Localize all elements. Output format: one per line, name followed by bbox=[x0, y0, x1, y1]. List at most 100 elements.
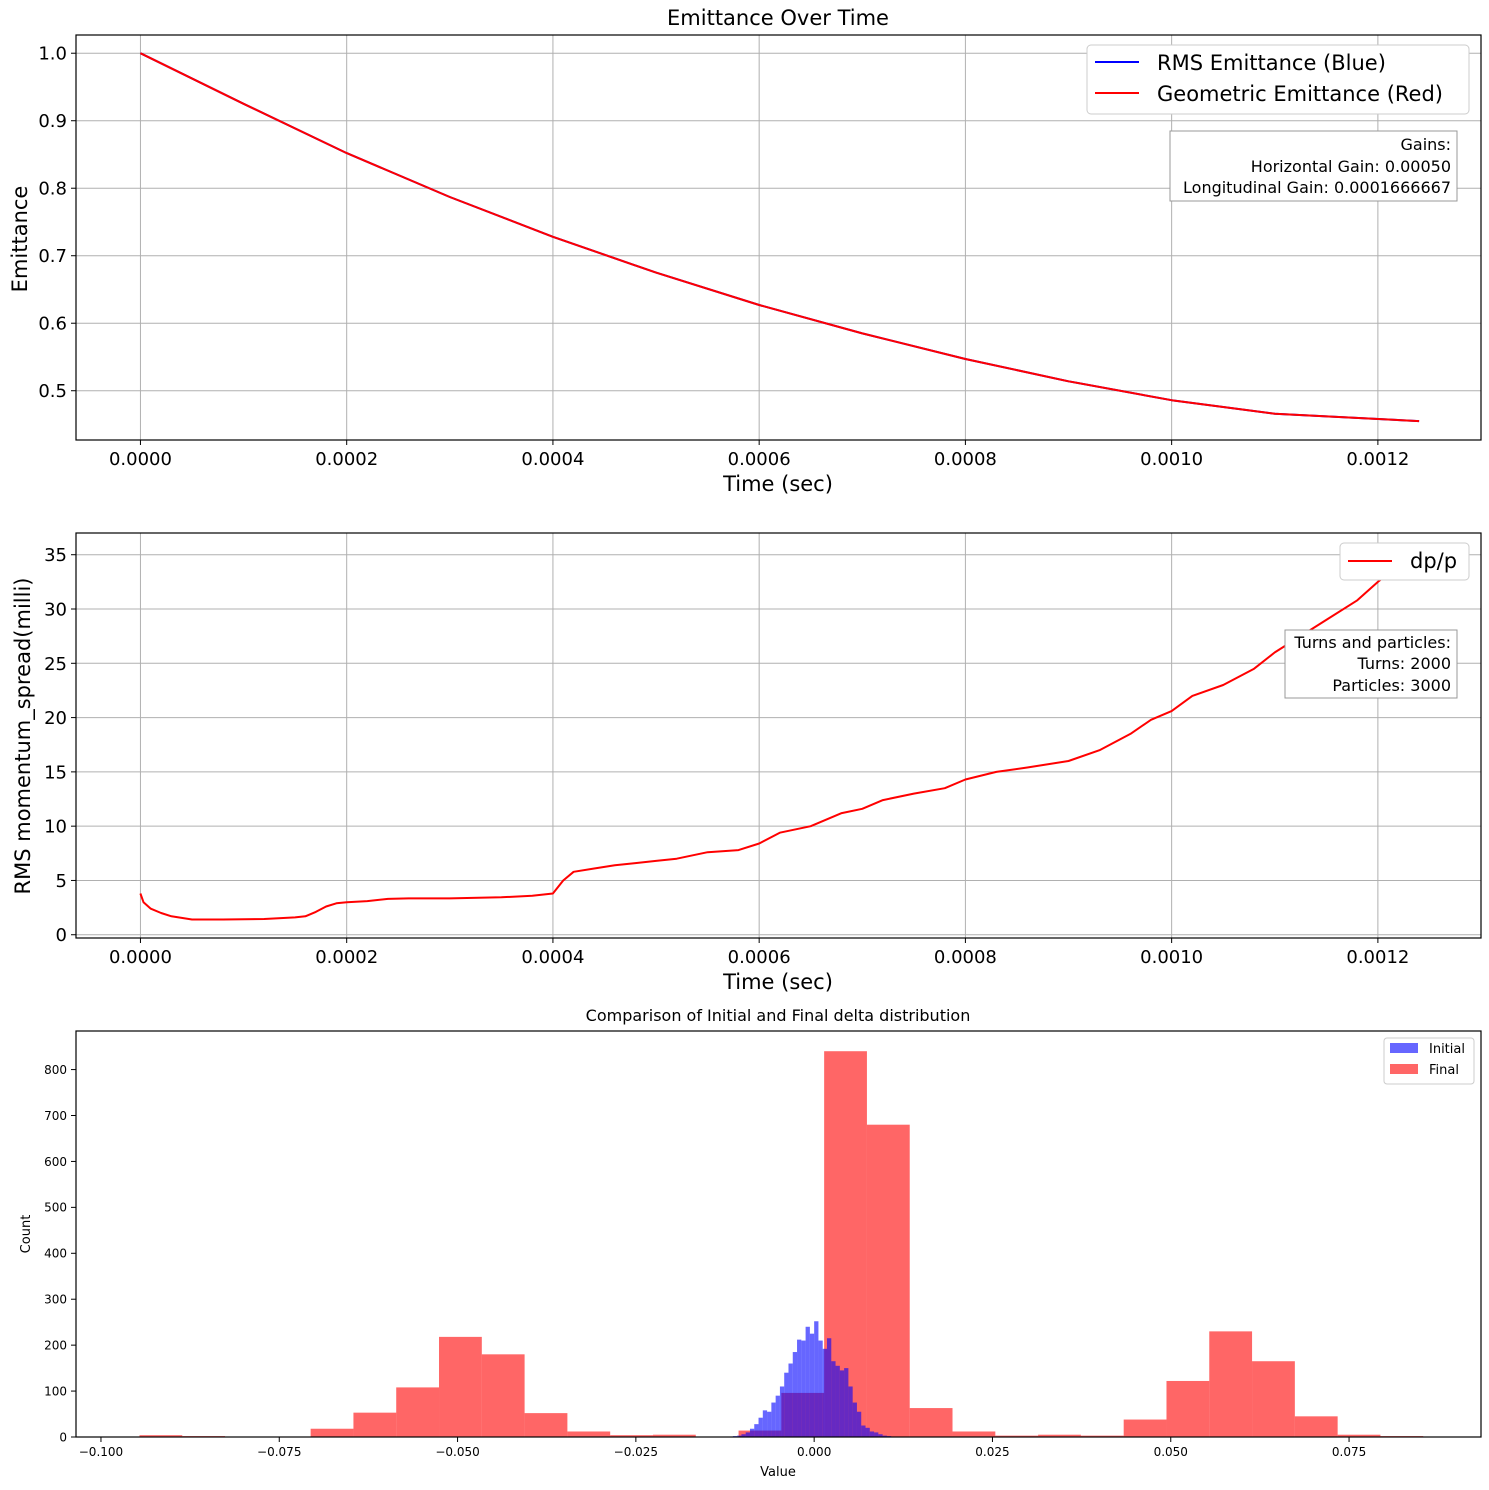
legend-label-geometric: Geometric Emittance (Red) bbox=[1157, 82, 1443, 106]
y-tick-label: 30 bbox=[44, 599, 67, 620]
histogram-bar-initial bbox=[741, 1434, 746, 1437]
series-line-dp-p bbox=[139, 551, 1420, 921]
y-tick-label: 0.8 bbox=[38, 179, 67, 200]
histogram-bar-initial bbox=[758, 1417, 763, 1437]
annotation-line-1: Gains: bbox=[1400, 135, 1451, 154]
x-tick-label: 0.0002 bbox=[315, 449, 378, 470]
y-tick-label: 5 bbox=[56, 871, 67, 892]
histogram-bar-initial bbox=[856, 1411, 862, 1437]
annotation-line-2: Turns: 2000 bbox=[1357, 654, 1451, 673]
x-tick-labels: 0.0000 0.0002 0.0004 0.0006 0.0008 0.0010 0.00… bbox=[109, 440, 1409, 470]
emittance-chart: Emittance Over Time 0.0000 0.0002 0.0004 0.… bbox=[8, 6, 1482, 496]
histogram-bar-initial bbox=[839, 1370, 845, 1437]
x-tick-label: −0.075 bbox=[257, 1445, 301, 1459]
x-tick-label: 0.000 bbox=[797, 1445, 831, 1459]
x-tick-label: 0.0000 bbox=[109, 449, 172, 470]
histogram-bar-final bbox=[396, 1387, 440, 1437]
x-tick-label: 0.0010 bbox=[1140, 449, 1203, 470]
histogram-bar-initial bbox=[801, 1340, 806, 1437]
histogram-bar-initial bbox=[826, 1338, 832, 1437]
x-tick-label: 0.0012 bbox=[1346, 449, 1409, 470]
x-tick-label: 0.0002 bbox=[315, 947, 378, 968]
legend: RMS Emittance (Blue) Geometric Emittance… bbox=[1086, 44, 1470, 115]
chart-title: Emittance Over Time bbox=[667, 6, 889, 30]
x-tick-label: 0.0000 bbox=[109, 947, 172, 968]
y-tick-label: 700 bbox=[44, 1109, 67, 1123]
gains-annotation: Gains: Horizontal Gain: 0.00050 Longitud… bbox=[1169, 130, 1458, 202]
y-tick-label: 500 bbox=[44, 1201, 67, 1215]
y-tick-label: 0.5 bbox=[38, 381, 67, 402]
histogram-bar-initial bbox=[767, 1411, 772, 1437]
histogram-bar-initial bbox=[852, 1402, 857, 1437]
annotation-line-3: Longitudinal Gain: 0.0001666667 bbox=[1183, 178, 1451, 197]
histogram-bar-initial bbox=[878, 1434, 883, 1437]
x-tick-label: 0.0004 bbox=[521, 449, 584, 470]
histogram-bar-final bbox=[139, 1435, 183, 1437]
y-tick-label: 400 bbox=[44, 1247, 67, 1261]
histogram-bar-initial bbox=[831, 1361, 836, 1437]
x-tick-label: 0.0010 bbox=[1140, 947, 1203, 968]
x-tick-label: 0.050 bbox=[1154, 1445, 1188, 1459]
annotation-box bbox=[1284, 629, 1458, 699]
y-tick-label: 1.0 bbox=[38, 44, 67, 65]
x-tick-label: −0.050 bbox=[435, 1445, 479, 1459]
histogram-bar-final bbox=[652, 1434, 696, 1437]
plot-frame bbox=[75, 532, 1482, 939]
delta-distribution-histogram: Comparison of Initial and Final delta di… bbox=[19, 1006, 1482, 1480]
y-tick-label: 0 bbox=[59, 1430, 67, 1444]
histogram-bar-final bbox=[524, 1413, 568, 1437]
x-axis-label: Value bbox=[760, 1465, 796, 1480]
y-tick-labels: 0 5 10 15 20 25 30 35 bbox=[44, 545, 76, 946]
y-tick-labels: 0.5 0.6 0.7 0.8 0.9 1.0 bbox=[38, 44, 76, 402]
x-tick-label: 0.0012 bbox=[1346, 947, 1409, 968]
chart-title: Comparison of Initial and Final delta di… bbox=[586, 1006, 971, 1025]
annotation-line-3: Particles: 3000 bbox=[1332, 676, 1451, 695]
series-line-geometric-emittance-red bbox=[139, 52, 1420, 423]
y-tick-label: 600 bbox=[44, 1155, 67, 1169]
histogram-bar-initial bbox=[822, 1348, 827, 1437]
histogram-bar-initial bbox=[882, 1435, 887, 1437]
histogram-bars bbox=[139, 1051, 1467, 1437]
grid-lines bbox=[76, 533, 1481, 938]
histogram-bar-initial bbox=[835, 1365, 840, 1437]
x-tick-labels: 0.0000 0.0002 0.0004 0.0006 0.0008 0.0010 0.00… bbox=[109, 938, 1409, 968]
histogram-bar-final bbox=[1209, 1331, 1253, 1437]
y-axis-label: RMS momentum_spread(milli) bbox=[11, 578, 36, 895]
histogram-bar-initial bbox=[775, 1395, 780, 1437]
histogram-bar-final bbox=[1294, 1416, 1338, 1437]
histogram-bar-final bbox=[866, 1124, 910, 1437]
histogram-bar-final bbox=[610, 1435, 653, 1437]
legend-label-final: Final bbox=[1429, 1063, 1459, 1078]
histogram-bar-initial bbox=[745, 1432, 750, 1437]
x-axis-label: Time (sec) bbox=[722, 970, 833, 994]
histogram-bar-final bbox=[909, 1408, 953, 1437]
histogram-bar-initial bbox=[737, 1435, 742, 1437]
x-tick-label: 0.0008 bbox=[934, 449, 997, 470]
x-tick-label: 0.075 bbox=[1332, 1445, 1366, 1459]
histogram-bar-initial bbox=[865, 1427, 870, 1437]
plot-frame bbox=[75, 34, 1482, 441]
y-axis-label: Emittance bbox=[8, 186, 32, 293]
annotation-box bbox=[1169, 130, 1458, 202]
histogram-bar-initial bbox=[818, 1340, 823, 1437]
x-tick-labels: −0.100 −0.075 −0.050 −0.025 0.000 0.025 0.050 0… bbox=[79, 1437, 1366, 1459]
histogram-bar-final bbox=[1252, 1361, 1295, 1437]
legend-label-dpp: dp/p bbox=[1410, 549, 1457, 573]
series-lines bbox=[139, 52, 1420, 423]
y-tick-label: 0.7 bbox=[38, 246, 67, 267]
y-tick-label: 200 bbox=[44, 1338, 67, 1352]
histogram-bar-final bbox=[481, 1354, 525, 1437]
x-axis-label: Time (sec) bbox=[722, 472, 833, 496]
x-tick-label: 0.0008 bbox=[934, 947, 997, 968]
histogram-bar-final bbox=[1337, 1434, 1381, 1437]
histogram-bar-final bbox=[567, 1431, 611, 1437]
annotation-line-2: Horizontal Gain: 0.00050 bbox=[1251, 157, 1451, 176]
histogram-bar-final bbox=[1038, 1434, 1081, 1437]
legend: dp/p bbox=[1339, 542, 1470, 581]
histogram-bar-final bbox=[353, 1412, 397, 1437]
histogram-bar-initial bbox=[788, 1363, 793, 1437]
x-tick-label: 0.0006 bbox=[728, 449, 791, 470]
x-tick-label: 0.0006 bbox=[728, 947, 791, 968]
y-tick-label: 35 bbox=[44, 545, 67, 566]
